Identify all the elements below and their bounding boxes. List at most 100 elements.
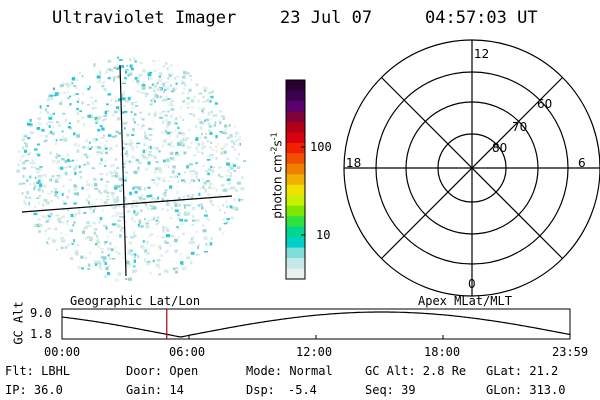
uv-speckle (123, 179, 127, 182)
uv-speckle (28, 202, 31, 206)
uv-speckle (125, 260, 130, 265)
uv-speckle (204, 250, 208, 253)
uv-speckle (168, 98, 172, 100)
uv-speckle (62, 112, 66, 115)
uv-speckle (131, 217, 134, 220)
uv-speckle (21, 192, 24, 195)
uv-speckle (109, 68, 112, 71)
uv-speckle (219, 130, 222, 133)
uv-speckle (130, 146, 135, 150)
uv-speckle (128, 96, 131, 101)
uv-speckle (132, 220, 137, 223)
uv-speckle (33, 212, 38, 216)
uv-speckle (216, 143, 220, 146)
uv-speckle (87, 268, 90, 271)
uv-speckle (183, 195, 185, 199)
uv-speckle (76, 100, 80, 103)
uv-speckle (188, 170, 193, 173)
uv-speckle (105, 172, 108, 176)
uv-speckle (54, 191, 59, 194)
uv-speckle (220, 151, 224, 155)
uv-speckle (145, 92, 149, 96)
uv-speckle (84, 226, 88, 230)
uv-speckle (188, 241, 193, 244)
uv-speckle (122, 90, 125, 95)
uv-speckle (79, 175, 83, 179)
uv-speckle (199, 203, 203, 206)
uv-speckle (227, 187, 232, 190)
uv-speckle (44, 199, 48, 202)
uv-speckle (88, 224, 92, 227)
uv-speckle (133, 185, 137, 189)
uv-speckle (86, 146, 90, 149)
uv-speckle (197, 99, 200, 103)
uv-speckle (211, 203, 215, 206)
uv-speckle (107, 235, 109, 239)
uv-speckle (183, 87, 186, 91)
uv-speckle (80, 255, 84, 259)
uv-speckle (161, 236, 165, 239)
uv-speckle (174, 203, 177, 206)
uv-speckle (178, 203, 181, 207)
colorbar-segment (286, 121, 305, 133)
uv-speckle (208, 122, 211, 126)
uv-speckle (131, 235, 134, 239)
uv-speckle (50, 97, 53, 100)
uv-speckle (198, 107, 202, 110)
uv-speckle (63, 202, 67, 205)
uv-speckle (140, 224, 144, 228)
uv-speckle (99, 268, 103, 271)
uv-speckle (59, 138, 63, 141)
uv-speckle (165, 95, 168, 98)
uv-speckle (105, 140, 108, 142)
uv-speckle (73, 239, 75, 243)
uv-speckle (175, 134, 179, 138)
uv-speckle (186, 212, 190, 216)
uv-speckle (168, 73, 172, 77)
uv-speckle (125, 153, 129, 158)
uv-speckle (125, 159, 129, 163)
uv-speckle (117, 185, 121, 189)
uv-speckle (209, 156, 214, 159)
uv-speckle (144, 258, 147, 262)
uv-speckle (163, 159, 166, 163)
polar-label-12: 12 (474, 47, 490, 61)
uv-speckle (113, 197, 118, 201)
uv-speckle (221, 131, 225, 134)
uv-speckle (87, 114, 90, 118)
uv-speckle (100, 115, 103, 119)
uv-speckle (122, 230, 125, 233)
uv-speckle (78, 208, 81, 212)
uv-speckle (111, 163, 115, 167)
uv-speckle (22, 175, 25, 178)
polar-label-18: 18 (346, 156, 362, 170)
uv-speckle (148, 86, 152, 89)
uv-speckle (109, 147, 113, 151)
uv-speckle (49, 94, 53, 97)
uv-speckle (144, 131, 146, 135)
uv-speckle (167, 179, 170, 183)
uv-speckle (187, 195, 189, 197)
uv-speckle (124, 127, 126, 130)
uv-speckle (158, 266, 161, 270)
uv-speckle (156, 176, 158, 180)
uv-speckle (199, 136, 202, 139)
uv-speckle (56, 174, 60, 177)
uv-speckle (158, 59, 160, 62)
uv-speckle (114, 250, 119, 253)
uv-speckle (126, 133, 130, 137)
uv-speckle (96, 81, 101, 84)
uv-speckle (69, 229, 74, 233)
uv-speckle (128, 58, 132, 62)
uv-speckle (162, 180, 166, 183)
uv-speckle (121, 94, 124, 98)
uv-speckle (193, 169, 196, 173)
uv-speckle (47, 214, 51, 218)
uv-speckle (190, 78, 193, 81)
uv-speckle (140, 194, 144, 197)
uv-speckle (177, 126, 180, 129)
uv-speckle (130, 111, 133, 113)
uv-speckle (65, 154, 70, 156)
uv-speckle (132, 57, 136, 61)
uv-speckle (153, 112, 157, 117)
